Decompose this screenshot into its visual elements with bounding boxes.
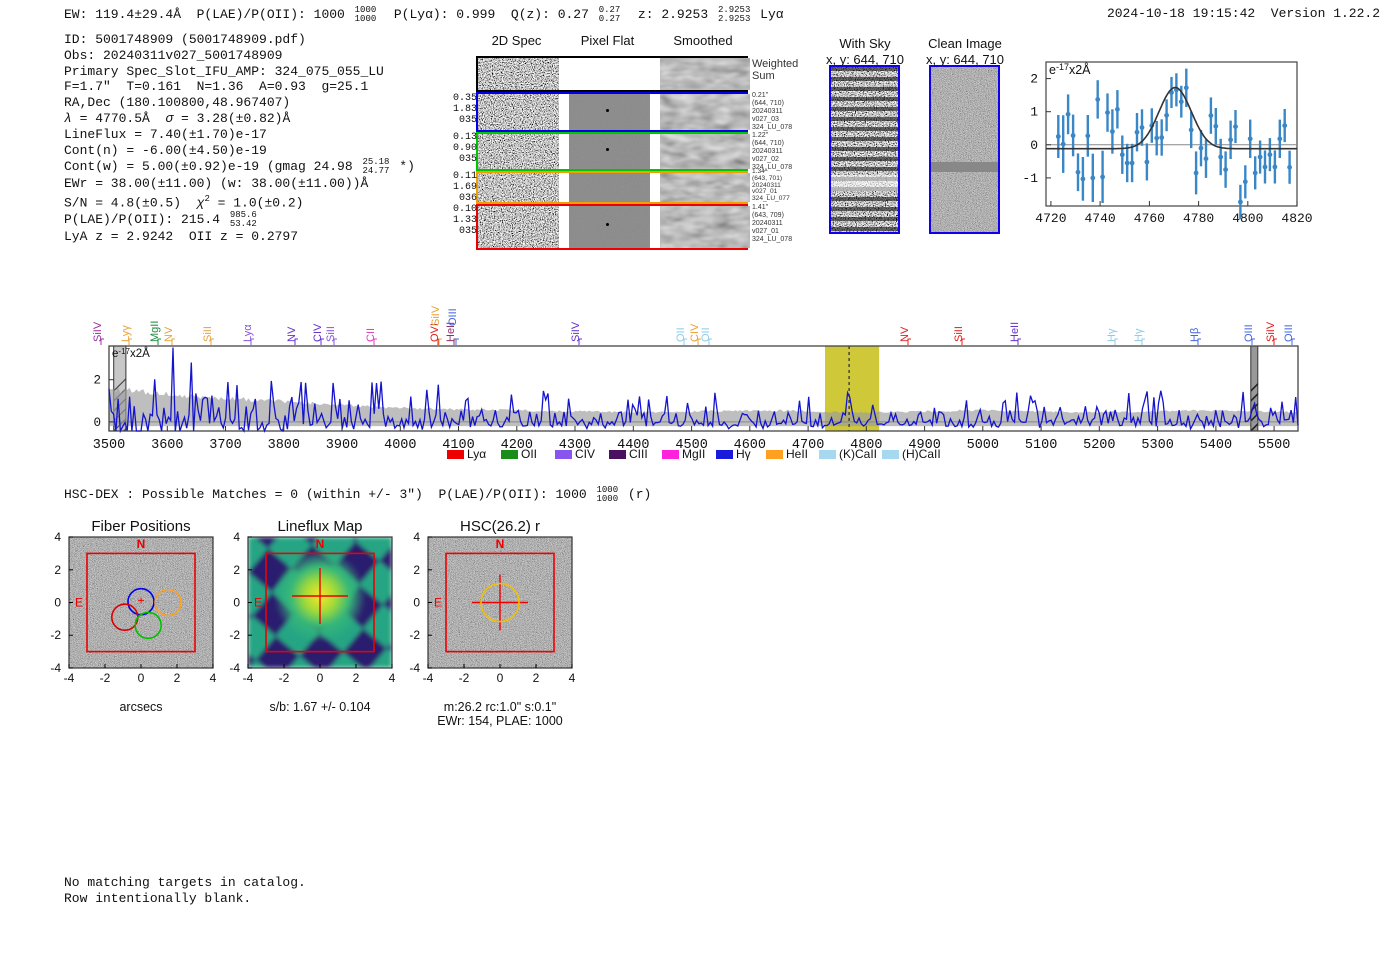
svg-text:N: N [496, 537, 505, 551]
svg-text:E: E [434, 596, 442, 610]
svg-text:2: 2 [533, 671, 540, 685]
svg-text:0: 0 [413, 596, 420, 610]
svg-text:-2: -2 [459, 671, 470, 685]
svg-text:-4: -4 [409, 661, 420, 675]
svg-text:2: 2 [413, 563, 420, 577]
svg-text:-2: -2 [409, 628, 420, 642]
svg-text:-4: -4 [423, 671, 434, 685]
svg-text:4: 4 [413, 530, 420, 544]
svg-text:4: 4 [569, 671, 576, 685]
svg-text:0: 0 [497, 671, 504, 685]
